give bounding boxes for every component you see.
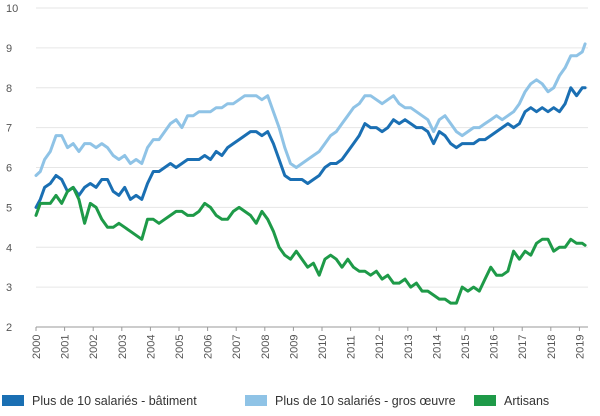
x-tick-label-2018: 2018 (546, 335, 558, 359)
y-tick-label-5: 5 (6, 202, 12, 214)
legend-swatch-3 (474, 395, 496, 406)
chart-series-lines (34, 42, 587, 305)
legend-label-2: Plus de 10 salariés - gros œuvre (275, 394, 456, 408)
x-tick-label-2004: 2004 (145, 335, 157, 359)
y-tick-label-8: 8 (6, 83, 12, 95)
series-line-2 (34, 42, 587, 177)
y-tick-label-9: 9 (6, 43, 12, 55)
x-tick-label-2011: 2011 (346, 335, 358, 359)
x-tick-label-2010: 2010 (317, 335, 329, 359)
x-tick-label-2005: 2005 (174, 335, 186, 359)
x-tick-label-2012: 2012 (374, 335, 386, 359)
series-line-3 (34, 185, 587, 305)
x-tick-label-2019: 2019 (574, 335, 586, 359)
x-tick-label-2000: 2000 (31, 335, 43, 359)
legend-swatch-1 (2, 395, 24, 406)
series-line-1 (34, 86, 587, 209)
x-tick-label-2017: 2017 (517, 335, 529, 359)
legend-swatch-2 (245, 395, 267, 406)
x-tick-label-2006: 2006 (203, 335, 215, 359)
x-tick-label-2007: 2007 (231, 335, 243, 359)
y-tick-label-2: 2 (6, 322, 12, 334)
x-tick-label-2008: 2008 (260, 335, 272, 359)
x-tick-label-2009: 2009 (288, 335, 300, 359)
y-tick-label-4: 4 (6, 242, 12, 254)
legend-label-3: Artisans (504, 394, 549, 408)
chart-grid (36, 7, 588, 328)
legend-label-1: Plus de 10 salariés - bâtiment (32, 394, 197, 408)
x-tick-label-2003: 2003 (117, 335, 129, 359)
x-tick-label-2013: 2013 (403, 335, 415, 359)
y-tick-label-10: 10 (6, 3, 18, 15)
y-tick-label-7: 7 (6, 123, 12, 135)
x-tick-label-2016: 2016 (489, 335, 501, 359)
x-tick-label-2002: 2002 (88, 335, 100, 359)
y-axis-labels: 2 3 4 5 6 7 8 9 10 (6, 3, 18, 334)
y-tick-label-6: 6 (6, 163, 12, 175)
x-axis-labels: 2000 2001 2002 2003 2004 2005 2006 2007 2008 2009… (31, 327, 586, 359)
chart-legend: Plus de 10 salariés - bâtiment Plus de 10… (2, 394, 549, 408)
x-tick-label-2014: 2014 (431, 335, 443, 359)
y-tick-label-3: 3 (6, 282, 12, 294)
x-tick-label-2015: 2015 (460, 335, 472, 359)
x-tick-label-2001: 2001 (60, 335, 72, 359)
